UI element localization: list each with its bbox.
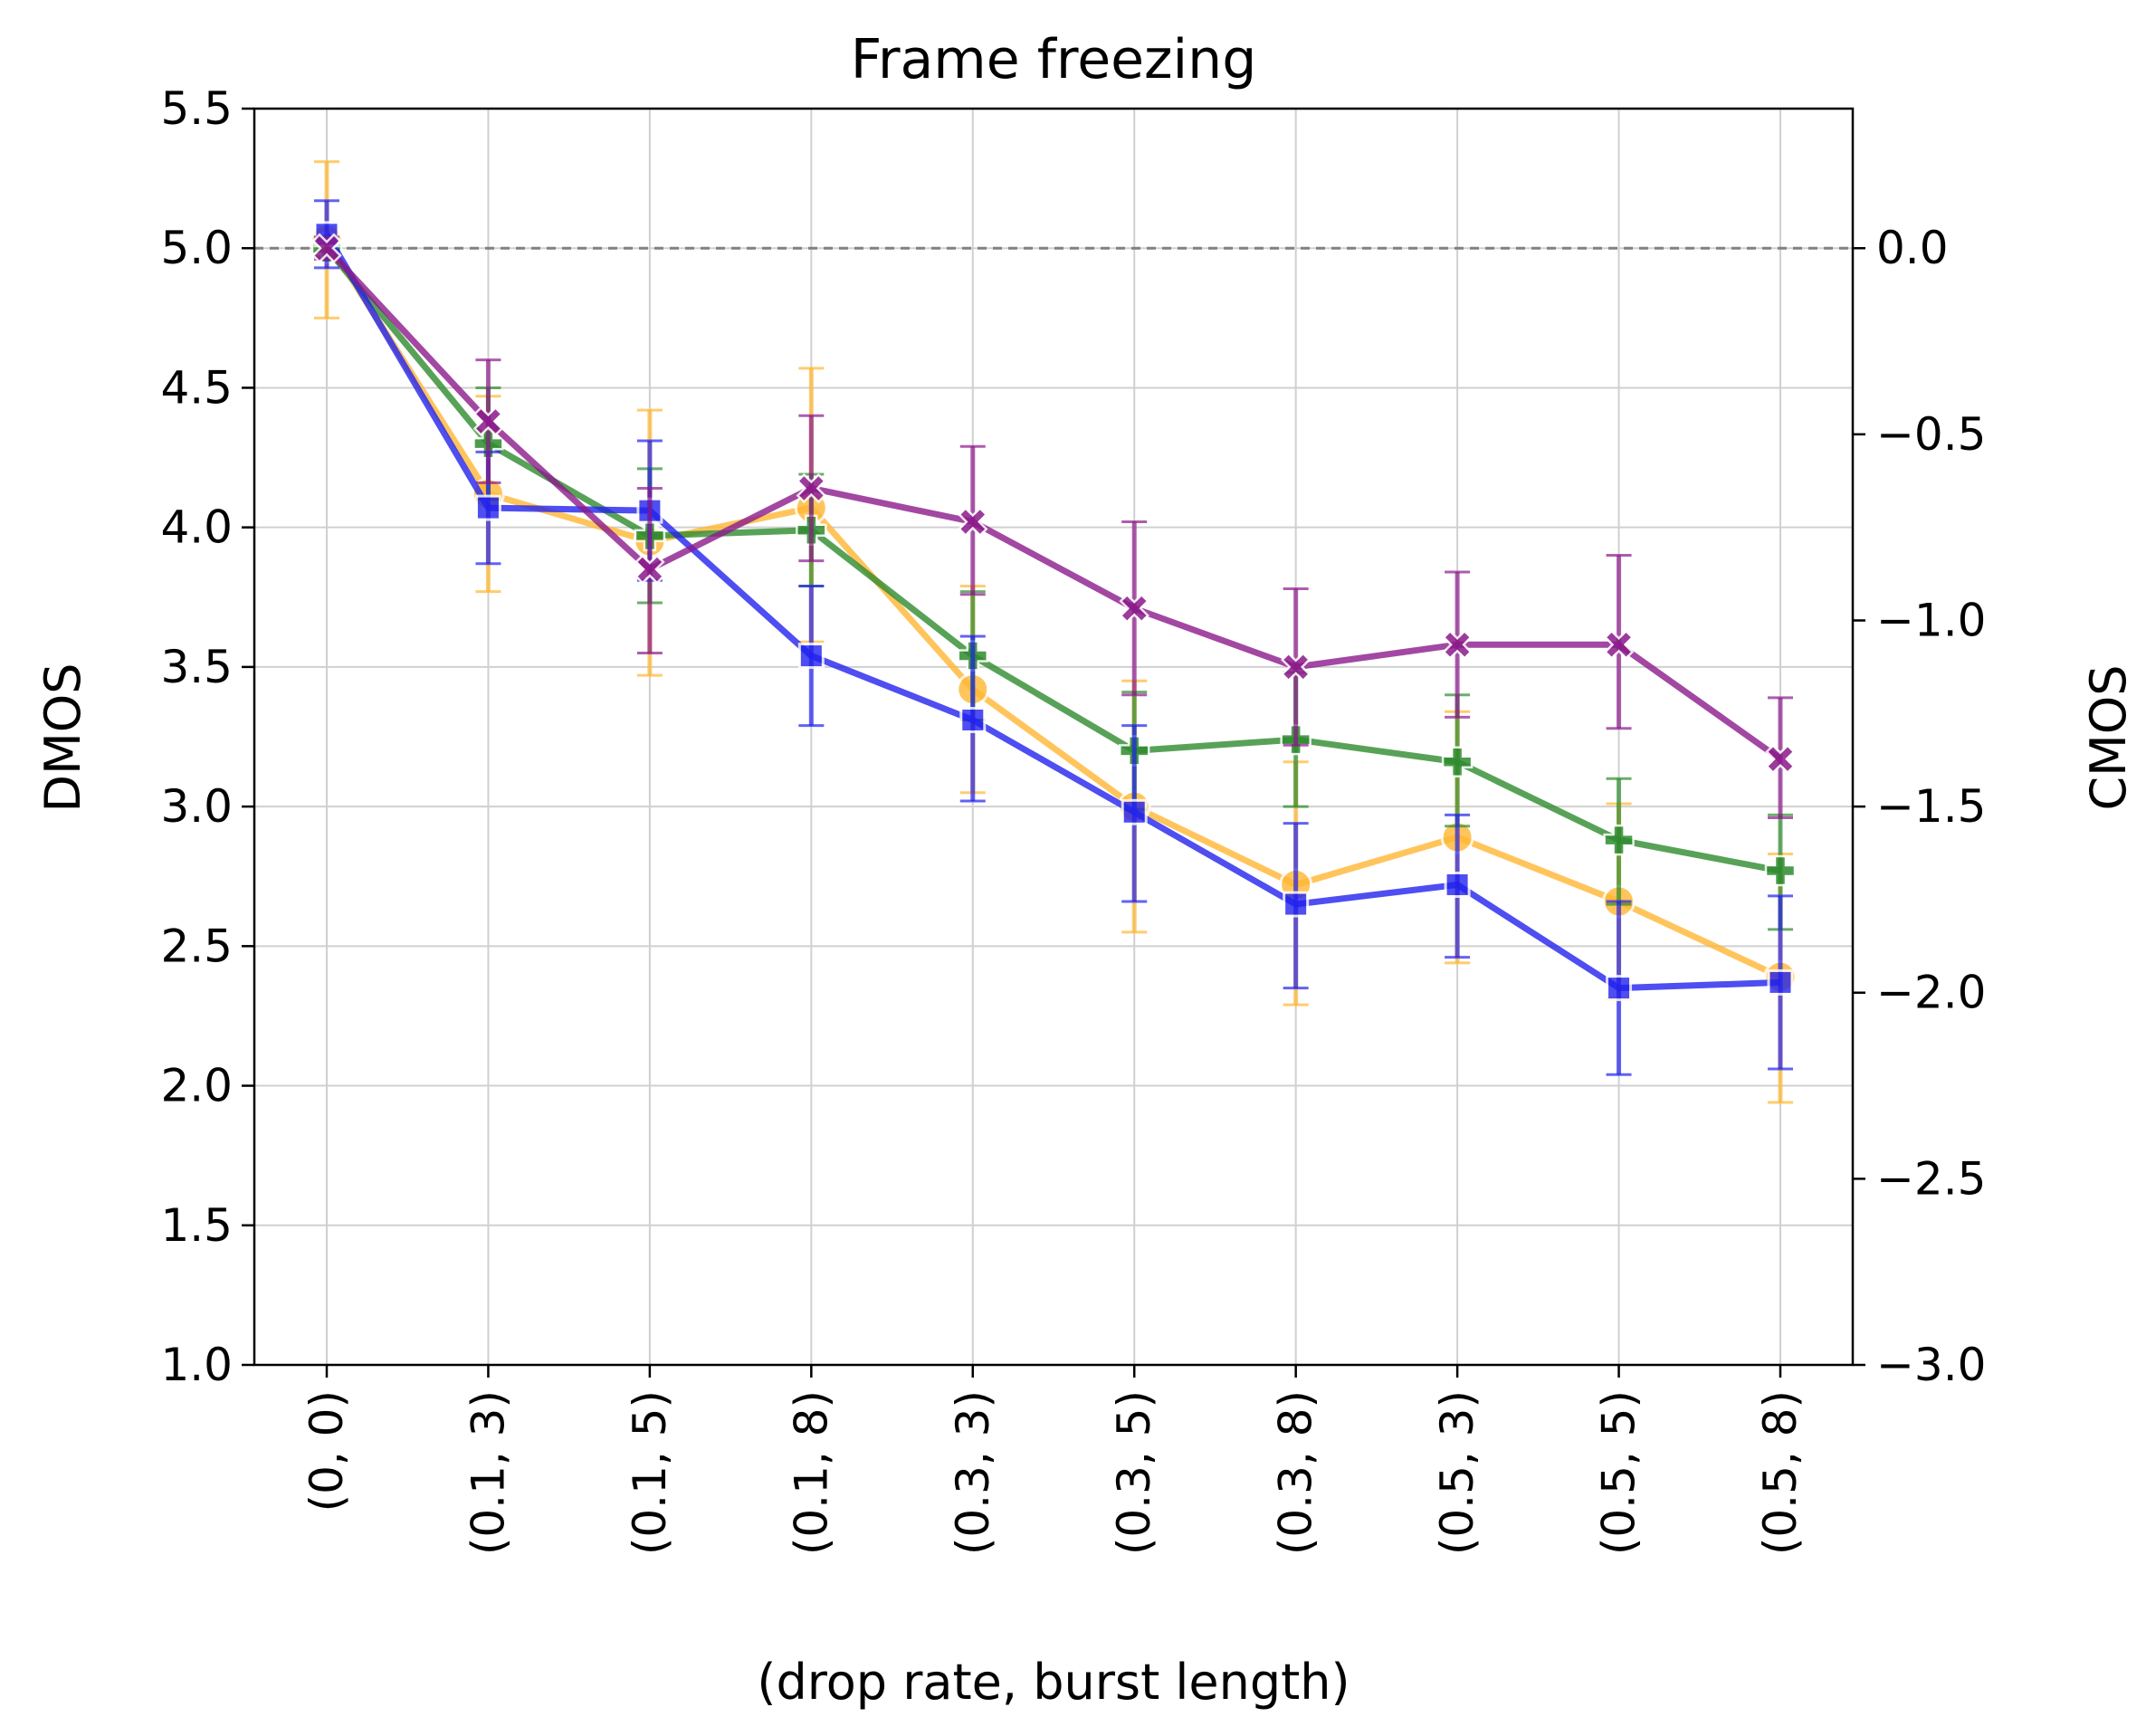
y-tick-label: 4.5	[160, 361, 233, 414]
data-point	[958, 506, 988, 538]
series-line	[324, 238, 1782, 980]
y2-tick-label: 0.0	[1876, 222, 1949, 274]
y2-tick-label: −0.5	[1876, 408, 1986, 461]
data-point	[472, 405, 504, 437]
chart-title: Frame freezing	[851, 28, 1257, 91]
plot-border	[253, 107, 1855, 1367]
plot-frame	[253, 107, 1855, 1367]
data-point	[1767, 968, 1794, 996]
y-tick-label: 5.0	[160, 222, 233, 274]
data-point	[797, 643, 825, 670]
y-tick-label: 2.5	[160, 920, 233, 972]
series-layer	[310, 160, 1798, 1104]
data-point	[1606, 975, 1633, 1002]
data-point	[1764, 854, 1797, 887]
x-tick-label: (0.3, 8)	[1270, 1390, 1322, 1555]
data-point	[1603, 824, 1635, 856]
x-tick-label: (0.1, 3)	[462, 1390, 514, 1555]
data-point	[311, 233, 342, 263]
data-point	[1441, 746, 1474, 778]
data-point	[474, 494, 501, 521]
y-tick-label: 2.0	[160, 1060, 233, 1112]
data-point	[1765, 743, 1796, 775]
x-tick-label: (0.1, 5)	[624, 1390, 676, 1555]
data-point	[1444, 871, 1471, 898]
y-tick-label: 4.0	[160, 501, 233, 554]
y2-tick-label: −1.0	[1876, 594, 1986, 646]
x-tick-label: (0.1, 8)	[785, 1390, 837, 1555]
data-point	[1603, 629, 1635, 660]
series-purple	[311, 233, 1796, 819]
data-point	[1121, 798, 1148, 825]
tick-layer: 1.0 1.5 2.0 2.5 3.0 3.5 4.0 4.5 5.0 5.5 0.0 −0.5 −1.…	[160, 82, 1986, 1555]
data-point	[1280, 652, 1311, 682]
series-line	[324, 245, 1781, 874]
y-tick-label: 5.5	[160, 82, 233, 135]
data-point	[1283, 891, 1310, 918]
y-tick-label: 1.0	[160, 1339, 233, 1391]
y-tick-label: 1.5	[160, 1199, 233, 1252]
x-tick-label: (0.5, 5)	[1593, 1390, 1645, 1555]
series-line	[324, 245, 1783, 762]
data-point	[959, 706, 987, 733]
y2-axis-label: CMOS	[2080, 664, 2137, 810]
y-axis-label: DMOS	[34, 663, 91, 813]
y2-tick-label: −2.0	[1876, 967, 1986, 1019]
data-point	[1442, 629, 1473, 660]
x-tick-label: (0.3, 5)	[1108, 1390, 1160, 1555]
data-point	[1119, 593, 1149, 624]
data-point	[796, 472, 827, 504]
y2-tick-label: −1.5	[1876, 780, 1986, 833]
series-line	[323, 233, 1781, 992]
x-axis-label: (drop rate, burst length)	[757, 1654, 1350, 1711]
data-point	[634, 554, 665, 585]
y2-tick-label: −2.5	[1876, 1152, 1986, 1205]
x-tick-label: (0.5, 3)	[1431, 1390, 1483, 1555]
y2-tick-label: −3.0	[1876, 1339, 1986, 1391]
y-tick-label: 3.0	[160, 780, 233, 833]
y-tick-label: 3.5	[160, 641, 233, 693]
x-tick-label: (0.5, 8)	[1754, 1390, 1807, 1555]
x-tick-label: (0.3, 3)	[947, 1390, 999, 1555]
x-tick-label: (0, 0)	[300, 1390, 353, 1512]
